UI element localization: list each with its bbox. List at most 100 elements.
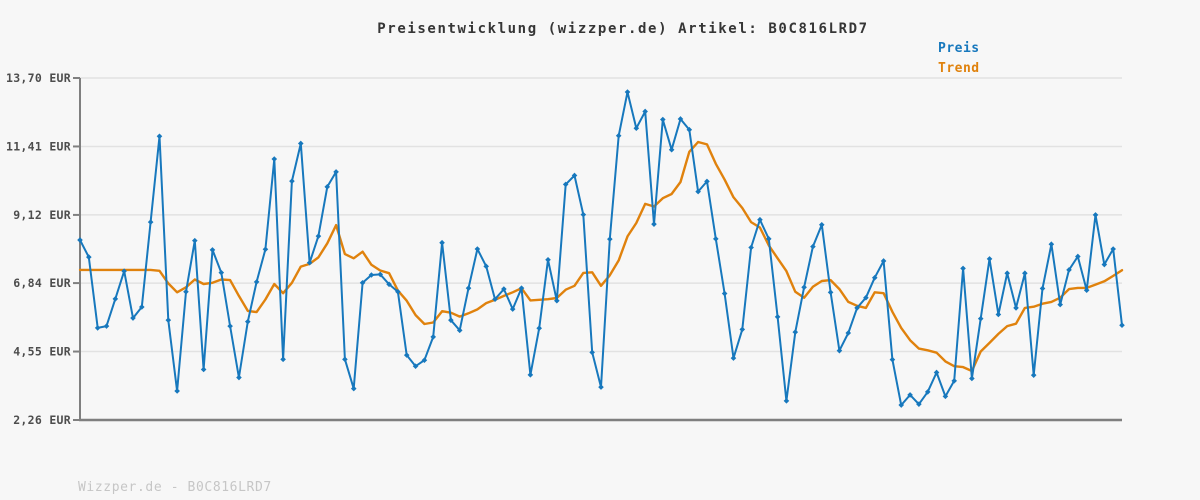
price-marker	[598, 384, 604, 390]
price-marker	[324, 184, 331, 190]
price-marker	[554, 297, 560, 304]
price-marker	[951, 378, 958, 384]
price-marker	[121, 268, 127, 274]
price-marker	[465, 285, 472, 291]
price-marker	[704, 178, 710, 185]
price-marker	[712, 236, 719, 242]
price-marker	[377, 271, 384, 278]
legend-preis-label: Preis	[938, 41, 980, 56]
price-marker	[156, 133, 163, 140]
legend: Preis Trend	[938, 39, 980, 79]
price-marker	[165, 317, 172, 323]
price-marker	[739, 326, 746, 333]
price-marker	[395, 288, 401, 295]
price-marker	[836, 347, 843, 354]
price-marker	[244, 318, 251, 325]
price-marker	[342, 356, 348, 363]
price-marker	[1039, 285, 1046, 292]
price-marker	[306, 259, 313, 266]
price-marker	[1030, 372, 1037, 378]
price-marker	[642, 108, 648, 115]
page-title: Preisentwicklung (wizzper.de) Artikel: B…	[377, 21, 869, 37]
price-marker	[916, 401, 922, 407]
price-marker	[562, 181, 569, 188]
price-marker	[501, 286, 507, 292]
price-marker	[1110, 246, 1116, 252]
price-marker	[439, 239, 445, 246]
trend-series	[78, 140, 1124, 373]
price-marker	[86, 254, 92, 260]
price-series-line	[79, 91, 1123, 407]
price-marker	[651, 221, 657, 227]
price-marker	[403, 352, 410, 358]
price-marker	[1022, 270, 1028, 277]
price-marker	[509, 306, 516, 312]
price-marker	[262, 246, 269, 253]
trend-series-line	[78, 140, 1124, 373]
price-marker	[518, 285, 525, 291]
price-marker	[668, 146, 675, 153]
price-marker	[483, 263, 490, 270]
price-marker	[227, 323, 233, 329]
price-marker	[297, 140, 304, 147]
price-series	[77, 89, 1125, 408]
price-marker	[677, 116, 684, 122]
price-marker	[474, 246, 481, 252]
price-marker	[889, 356, 896, 363]
price-marker	[1066, 267, 1072, 273]
y-tick-label: 6,84 EUR	[13, 276, 71, 290]
price-marker	[827, 289, 834, 296]
y-axis-labels-layer: 13,70 EUR 11,41 EUR 9,12 EUR 6,84 EUR 4,55 E…	[6, 71, 71, 427]
price-marker	[624, 89, 631, 95]
price-marker	[200, 366, 207, 373]
price-marker	[130, 315, 136, 321]
price-marker	[77, 237, 83, 243]
price-marker	[580, 211, 587, 218]
price-marker	[721, 290, 728, 297]
price-marker	[174, 388, 180, 394]
price-marker	[1119, 322, 1125, 329]
price-marker	[942, 393, 949, 400]
legend-trend-label: Trend	[938, 61, 980, 76]
price-marker	[571, 172, 578, 179]
price-marker	[924, 389, 931, 395]
price-marker	[448, 317, 454, 323]
price-marker	[315, 233, 322, 239]
price-marker	[94, 325, 101, 331]
price-marker	[1083, 287, 1090, 294]
price-marker	[183, 288, 189, 295]
price-marker	[545, 256, 551, 263]
price-marker	[386, 281, 392, 288]
axes-layer	[73, 77, 1122, 422]
price-marker	[995, 311, 1002, 318]
price-marker	[147, 219, 154, 225]
price-marker	[774, 314, 781, 320]
price-marker	[757, 216, 763, 223]
price-marker	[1101, 261, 1108, 268]
price-marker	[253, 279, 260, 285]
price-marker	[871, 274, 878, 281]
y-tick-label: 2,26 EUR	[13, 413, 71, 427]
price-marker	[536, 325, 542, 332]
y-tick-label: 13,70 EUR	[6, 71, 71, 85]
y-tick-label: 4,55 EUR	[13, 345, 71, 359]
price-marker	[271, 156, 278, 162]
price-marker	[686, 126, 693, 133]
price-marker	[660, 116, 666, 123]
price-marker	[695, 188, 701, 195]
price-marker	[1092, 212, 1099, 218]
price-marker	[854, 305, 860, 311]
price-marker	[960, 265, 966, 272]
price-marker	[792, 329, 799, 335]
price-marker	[191, 237, 198, 244]
price-marker	[289, 178, 295, 184]
footer-watermark: Wizzper.de - B0C816LRD7	[78, 480, 272, 495]
price-marker	[633, 125, 640, 132]
price-marker	[430, 334, 437, 340]
price-marker	[898, 402, 905, 408]
price-marker	[977, 315, 984, 322]
price-marker	[1048, 241, 1055, 248]
price-marker	[1013, 305, 1019, 311]
price-marker	[359, 279, 366, 286]
